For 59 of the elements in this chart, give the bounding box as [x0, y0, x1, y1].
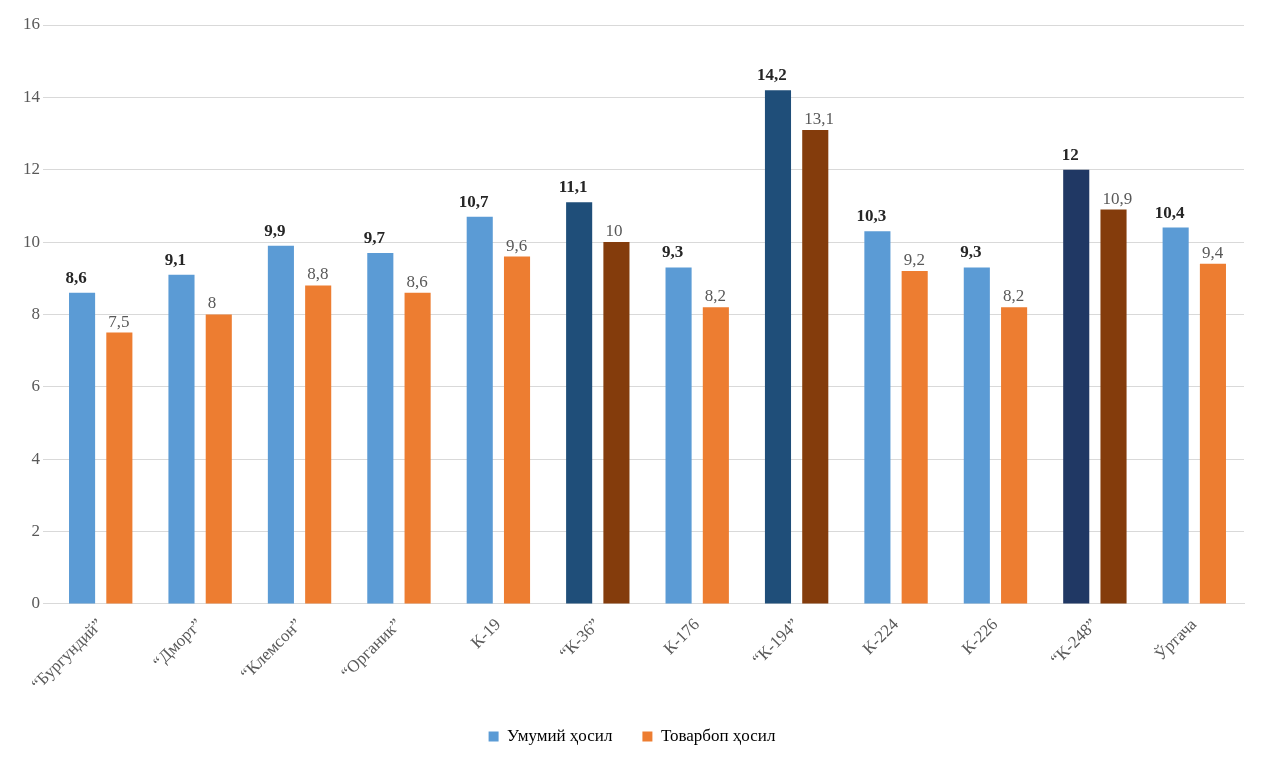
y-tick-label: 4: [31, 448, 41, 468]
bar: [1100, 209, 1127, 604]
y-tick-label: 16: [23, 14, 40, 34]
bar: [168, 274, 195, 604]
data-label: 7,5: [108, 311, 130, 331]
y-tick-label: 8: [31, 303, 40, 323]
bar: [963, 267, 990, 604]
bar: [1199, 263, 1226, 604]
bar: [603, 242, 630, 604]
bar: [466, 216, 493, 604]
data-label: 10,3: [856, 206, 887, 226]
bar: [1162, 227, 1189, 604]
data-label: 9,6: [505, 235, 528, 255]
bar: [69, 292, 96, 604]
data-label: 12: [1061, 144, 1079, 164]
bar: [1001, 307, 1028, 604]
bar: [1063, 169, 1090, 604]
bar: [106, 332, 133, 604]
y-tick-label: 6: [31, 376, 40, 396]
bar: [702, 307, 729, 604]
data-label: 9,4: [1201, 242, 1224, 262]
bar: [205, 314, 232, 604]
bar: [404, 292, 431, 604]
y-tick-label: 10: [23, 231, 40, 251]
data-label: 8: [207, 293, 217, 313]
bar: [901, 271, 928, 604]
data-label: 9,9: [264, 220, 286, 240]
data-label: 8,2: [1003, 286, 1025, 306]
bar: [864, 231, 891, 604]
y-tick-label: 2: [31, 521, 40, 541]
bar: [503, 256, 531, 604]
data-label: 8,2: [704, 286, 727, 306]
data-label: 11,1: [558, 177, 588, 197]
data-label: 9,1: [164, 249, 187, 269]
data-label: 10,7: [458, 191, 490, 211]
bar: [566, 202, 593, 604]
legend-label: Товарбоп ҳосил: [660, 725, 776, 745]
y-tick-label: 0: [31, 593, 40, 613]
data-label: 9,7: [363, 227, 386, 247]
bar: [305, 285, 332, 604]
data-label: 8,6: [406, 271, 428, 291]
legend-label: Умумий ҳосил: [507, 725, 613, 745]
y-tick-label: 14: [23, 86, 41, 106]
data-label: 10,4: [1154, 202, 1186, 222]
data-label: 9,3: [661, 242, 684, 262]
data-label: 13,1: [804, 108, 834, 128]
bar: [665, 267, 692, 604]
bar: [764, 90, 792, 604]
bar: [802, 129, 829, 604]
data-label: 9,3: [960, 242, 982, 262]
data-label: 8,6: [65, 267, 87, 287]
y-tick-label: 12: [23, 159, 40, 179]
data-label: 10,9: [1102, 188, 1133, 208]
data-label: 10: [605, 221, 623, 241]
data-label: 14,2: [757, 65, 787, 85]
bar: [267, 245, 294, 604]
data-label: 9,2: [903, 250, 925, 270]
bar: [367, 252, 394, 604]
data-label: 8,8: [307, 264, 329, 284]
